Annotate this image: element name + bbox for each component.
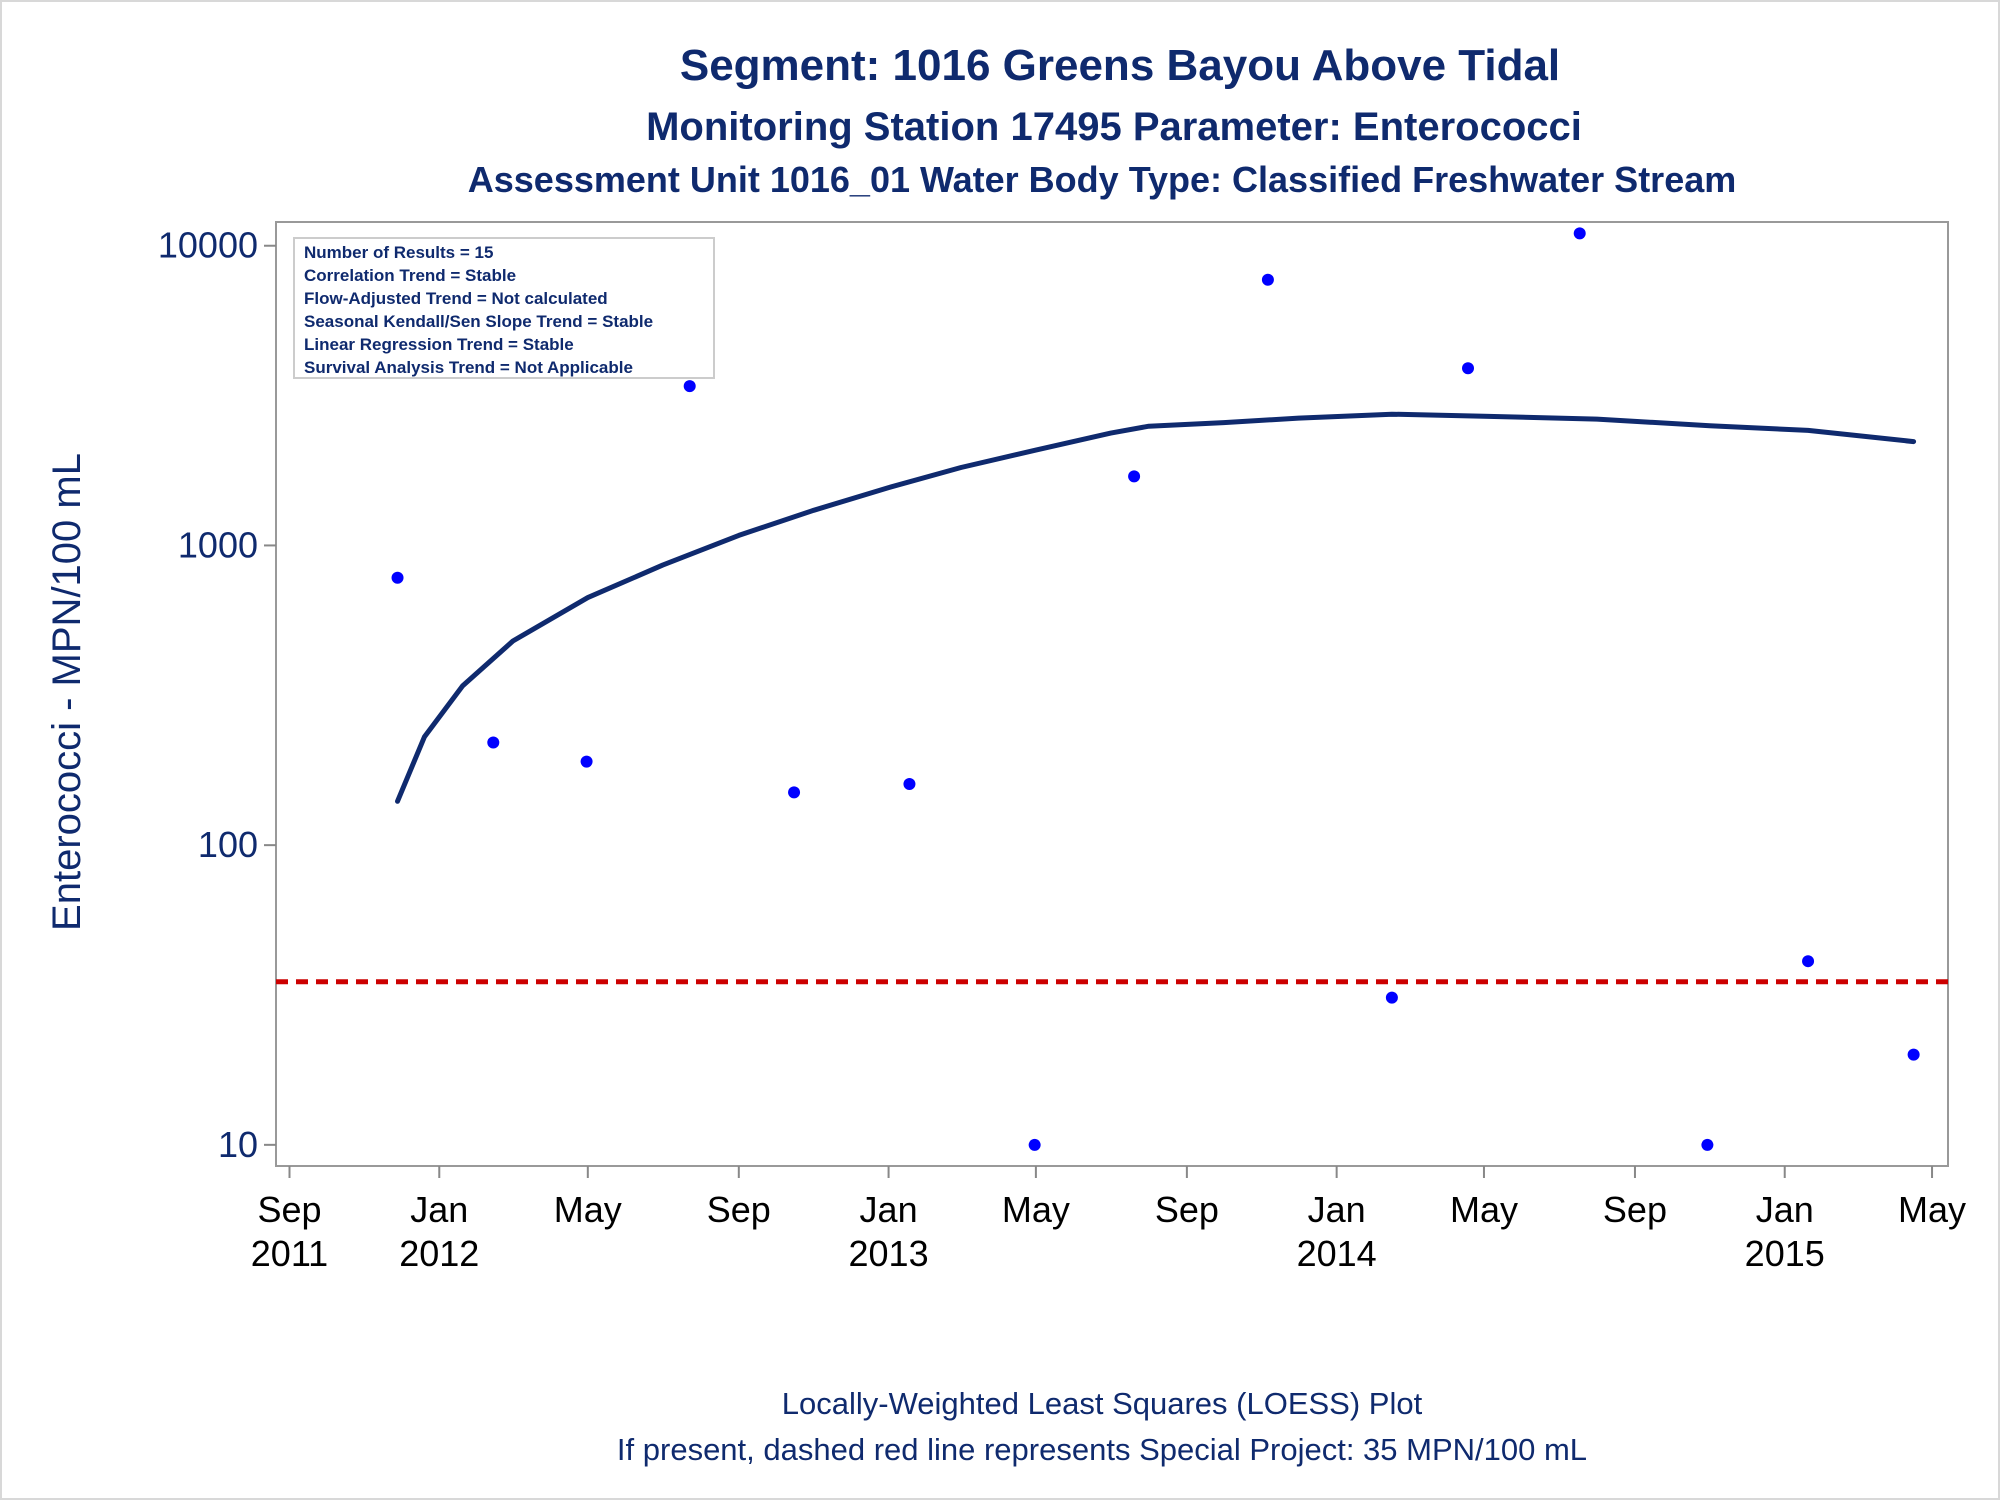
data-point <box>487 736 500 749</box>
x-tick-label: May <box>1002 1189 1070 1230</box>
x-tick-label: Sep <box>1155 1189 1219 1230</box>
data-point <box>580 755 593 768</box>
x-tick-label: May <box>1450 1189 1518 1230</box>
data-point <box>1128 470 1141 483</box>
data-point <box>1573 227 1586 240</box>
data-point <box>1907 1048 1920 1061</box>
x-tick-label: Jan <box>1756 1189 1814 1230</box>
chart-title: Segment: 1016 Greens Bayou Above Tidal <box>680 41 1560 90</box>
footnote-loess: Locally-Weighted Least Squares (LOESS) P… <box>782 1386 1423 1421</box>
y-tick-label: 100 <box>198 824 258 865</box>
x-tick-label: Jan <box>410 1189 468 1230</box>
x-tick-label: May <box>554 1189 622 1230</box>
x-tick-label: Sep <box>257 1189 321 1230</box>
x-tick-label: Jan <box>1308 1189 1366 1230</box>
stats-line-results: Number of Results = 15 <box>304 243 493 262</box>
y-axis-label: Enterococci - MPN/100 mL <box>45 453 89 931</box>
data-point <box>1701 1138 1714 1151</box>
x-tick-year-label: 2015 <box>1745 1233 1825 1274</box>
stats-line-survival: Survival Analysis Trend = Not Applicable <box>304 358 633 377</box>
chart-subtitle: Monitoring Station 17495 Parameter: Ente… <box>646 105 1582 149</box>
data-point <box>1385 991 1398 1004</box>
data-points <box>391 227 1920 1151</box>
data-point <box>391 571 404 584</box>
data-point <box>903 777 916 790</box>
data-point <box>788 786 801 799</box>
chart-subtitle-2: Assessment Unit 1016_01 Water Body Type:… <box>468 159 1737 200</box>
footnote-reference: If present, dashed red line represents S… <box>617 1432 1587 1467</box>
y-tick-label: 10000 <box>158 225 258 266</box>
x-tick-label: May <box>1898 1189 1966 1230</box>
loess-curve <box>395 411 1917 804</box>
y-tick-label: 10 <box>218 1124 258 1165</box>
data-point <box>683 380 696 393</box>
data-point <box>1028 1138 1041 1151</box>
data-point <box>1462 362 1475 375</box>
y-axis: 10 100 1000 10000 <box>158 225 276 1165</box>
stats-line-seasonal-kendall: Seasonal Kendall/Sen Slope Trend = Stabl… <box>304 312 653 331</box>
data-point <box>1802 955 1815 968</box>
stats-line-correlation: Correlation Trend = Stable <box>304 266 516 285</box>
x-tick-label: Jan <box>860 1189 918 1230</box>
y-tick-label: 1000 <box>178 524 258 565</box>
stats-box-border <box>293 237 715 379</box>
stats-line-flow-adjusted: Flow-Adjusted Trend = Not calculated <box>304 289 608 308</box>
loess-curve-group <box>395 411 1917 804</box>
data-point <box>1261 273 1274 286</box>
x-tick-year-label: 2013 <box>849 1233 929 1274</box>
x-tick-label: Sep <box>1603 1189 1667 1230</box>
x-tick-year-label: 2014 <box>1297 1233 1377 1274</box>
plot-area <box>275 221 1949 1167</box>
stats-box: Number of Results = 15 Correlation Trend… <box>293 237 715 379</box>
x-tick-label: Sep <box>707 1189 771 1230</box>
x-tick-year-label: 2011 <box>251 1233 328 1274</box>
x-tick-year-label: 2012 <box>399 1233 479 1274</box>
stats-line-linear-regression: Linear Regression Trend = Stable <box>304 335 574 354</box>
